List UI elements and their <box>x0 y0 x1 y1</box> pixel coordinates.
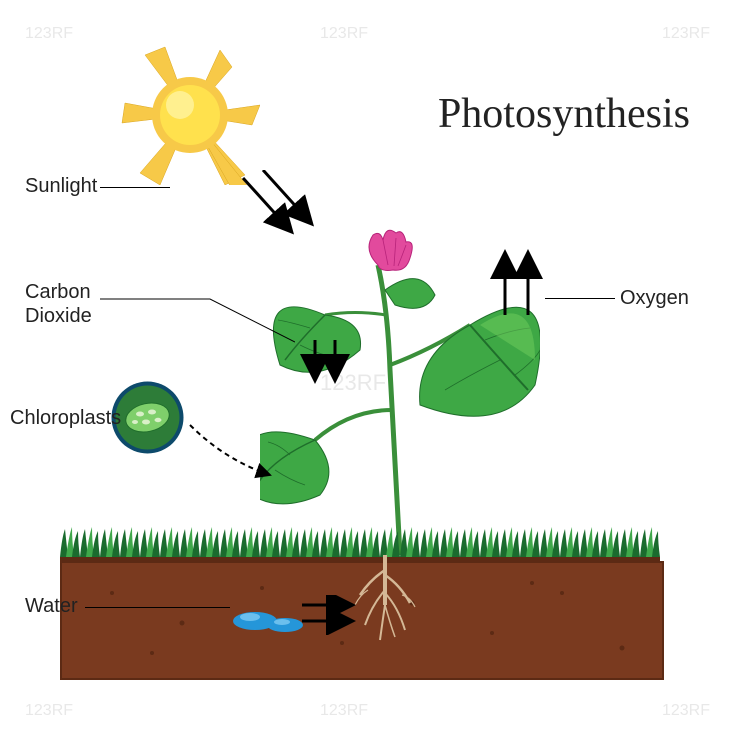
watermark: 123RF <box>320 702 368 720</box>
label-carbon-dioxide: Carbon Dioxide <box>25 280 92 328</box>
chloroplast-arrow <box>185 420 285 495</box>
sun-icon <box>120 45 260 185</box>
diagram-container: 123RF 123RF 123RF 123RF 123RF 123RF 123R… <box>0 0 740 740</box>
watermark: 123RF <box>662 702 710 720</box>
leader-line <box>100 187 170 188</box>
watermark: 123RF <box>662 25 710 43</box>
label-water: Water <box>25 595 78 618</box>
label-chloroplasts: Chloroplasts <box>10 407 121 430</box>
water-icon <box>230 607 310 635</box>
leader-line <box>85 607 230 608</box>
watermark: 123RF <box>320 25 368 43</box>
label-oxygen: Oxygen <box>620 287 689 310</box>
leader-line <box>100 292 295 347</box>
grass <box>60 527 660 557</box>
leader-line <box>545 298 615 299</box>
chloroplast-icon <box>110 380 185 455</box>
page-title: Photosynthesis <box>438 90 690 138</box>
water-arrows <box>300 595 370 640</box>
oxygen-arrows <box>490 245 550 330</box>
label-sunlight: Sunlight <box>25 175 97 198</box>
watermark: 123RF <box>25 25 73 43</box>
watermark: 123RF <box>25 702 73 720</box>
co2-arrows <box>300 340 360 405</box>
